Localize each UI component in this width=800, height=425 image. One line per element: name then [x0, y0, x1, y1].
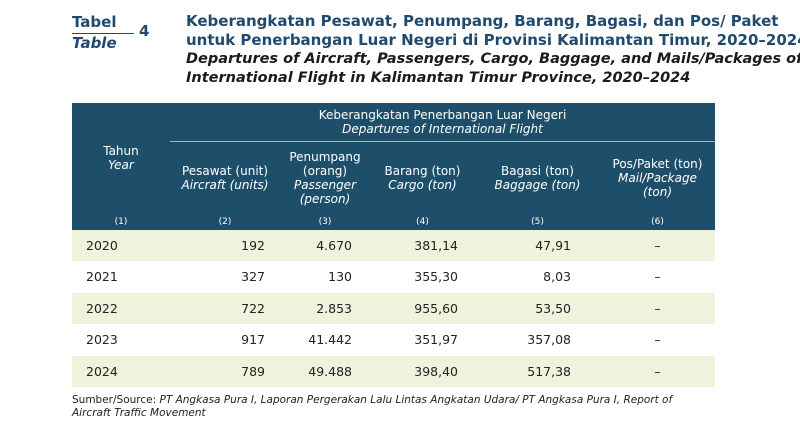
- value-cell: –: [600, 355, 716, 387]
- column-header-id: Penumpang (orang): [289, 149, 361, 178]
- column-header-id: Tahun: [103, 144, 139, 159]
- column-number: (2): [170, 213, 280, 230]
- value-cell: 398,40: [370, 355, 475, 387]
- column-number: (6): [600, 213, 716, 230]
- column-header-en: Aircraft (units): [181, 177, 269, 192]
- value-cell: 789: [170, 355, 280, 387]
- year-cell: 2021: [72, 261, 170, 293]
- value-cell: 192: [170, 229, 280, 261]
- source-en: PT Angkasa Pura I, Report of Aircraft Tr…: [72, 394, 673, 419]
- value-cell: 327: [170, 261, 280, 293]
- year-cell: 2023: [72, 324, 170, 356]
- data-table: Tahun Year Keberangkatan Penerbangan Luar …: [72, 103, 716, 387]
- value-cell: 130: [280, 261, 370, 293]
- value-cell: 917: [170, 324, 280, 356]
- column-header-id: Barang (ton): [384, 163, 461, 178]
- column-number: (1): [72, 213, 170, 230]
- year-cell: 2022: [72, 292, 170, 324]
- title-line-en: International Flight in Kalimantan Timur…: [186, 70, 691, 86]
- value-cell: 351,97: [370, 324, 475, 356]
- value-cell: 2.853: [280, 292, 370, 324]
- value-cell: 47,91: [475, 229, 600, 261]
- value-cell: 955,60: [370, 292, 475, 324]
- table-label: Tabel: [72, 13, 117, 31]
- header-row: Pesawat (unit) Aircraft (units) Penumpang …: [72, 141, 716, 214]
- value-cell: 381,14: [370, 229, 475, 261]
- column-header-id: Pesawat (unit): [181, 163, 269, 178]
- value-cell: 53,50: [475, 292, 600, 324]
- data-row: 2023 917 41.442 351,97 357,08–: [72, 324, 716, 356]
- column-header: Bagasi (ton) Baggage (ton): [475, 141, 600, 214]
- group-header-id: Keberangkatan Penerbangan Luar Negeri: [318, 108, 567, 122]
- column-header: Barang (ton) Cargo (ton): [370, 141, 475, 214]
- title: Keberangkatan Pesawat, Penumpang, Barang…: [186, 12, 800, 88]
- year-cell: 2020: [72, 229, 170, 261]
- value-cell: 4.670: [280, 229, 370, 261]
- year-cell: 2024: [72, 355, 170, 387]
- value-cell: 357,08: [475, 324, 600, 356]
- column-header: Pesawat (unit) Aircraft (units): [170, 141, 280, 214]
- title-line: untuk Penerbangan Luar Negeri di Provins…: [186, 31, 800, 49]
- value-cell: 8,03: [475, 261, 600, 293]
- group-header-en: Departures of International Flight: [342, 122, 543, 136]
- value-cell: –: [600, 292, 716, 324]
- value-cell: 41.442: [280, 324, 370, 356]
- value-cell: 355,30: [370, 261, 475, 293]
- column-header: Pos/Paket (ton) Mail/Package (ton): [600, 141, 716, 214]
- table-head: Tahun Year Keberangkatan Penerbangan Luar …: [72, 103, 716, 230]
- source-id: PT Angkasa Pura I, Laporan Pergerakan La…: [159, 394, 519, 406]
- column-header-en: Baggage (ton): [494, 177, 581, 192]
- column-header: Tahun Year: [72, 103, 170, 214]
- value-cell: 517,38: [475, 355, 600, 387]
- column-header-id: Pos/Paket (ton): [612, 156, 703, 171]
- column-number: (3): [280, 213, 370, 230]
- data-row: 2022 722 2.853 955,60 53,50–: [72, 292, 716, 324]
- value-cell: 722: [170, 292, 280, 324]
- title-line: Keberangkatan Pesawat, Penumpang, Barang…: [186, 12, 779, 30]
- column-header: Penumpang (orang) Passenger (person): [280, 141, 370, 214]
- table-body: 2020 192 4.670 381,14 47,91–2021 327 130 355,30…: [72, 229, 716, 387]
- data-row: 2024 789 49.488 398,40 517,38–: [72, 355, 716, 387]
- column-header-en: Cargo (ton): [388, 177, 457, 192]
- column-header-en: Passenger (person): [293, 177, 356, 206]
- source-label: Sumber/Source:: [72, 394, 157, 406]
- data-row: 2021 327 130 355,30 8,03–: [72, 261, 716, 293]
- source-note: Sumber/Source: PT Angkasa Pura I, Lapora…: [72, 394, 712, 420]
- data-row: 2020 192 4.670 381,14 47,91–: [72, 229, 716, 261]
- group-header: Keberangkatan Penerbangan Luar Negeri Dep…: [170, 103, 716, 142]
- value-cell: –: [600, 324, 716, 356]
- title-line-en: Departures of Aircraft, Passengers, Carg…: [186, 51, 800, 67]
- column-header-en: Year: [108, 158, 134, 173]
- column-number: (5): [475, 213, 600, 230]
- value-cell: –: [600, 229, 716, 261]
- column-number-row: (1) (2) (3) (4) (5) (6): [72, 213, 716, 230]
- table-label-en: Table: [72, 33, 134, 52]
- value-cell: 49.488: [280, 355, 370, 387]
- column-number: (4): [370, 213, 475, 230]
- value-cell: –: [600, 261, 716, 293]
- table-number: 4: [139, 22, 150, 40]
- header-row: Tahun Year Keberangkatan Penerbangan Luar …: [72, 103, 716, 214]
- column-header-en: Mail/Package (ton): [618, 170, 697, 199]
- column-header-id: Bagasi (ton): [501, 163, 574, 178]
